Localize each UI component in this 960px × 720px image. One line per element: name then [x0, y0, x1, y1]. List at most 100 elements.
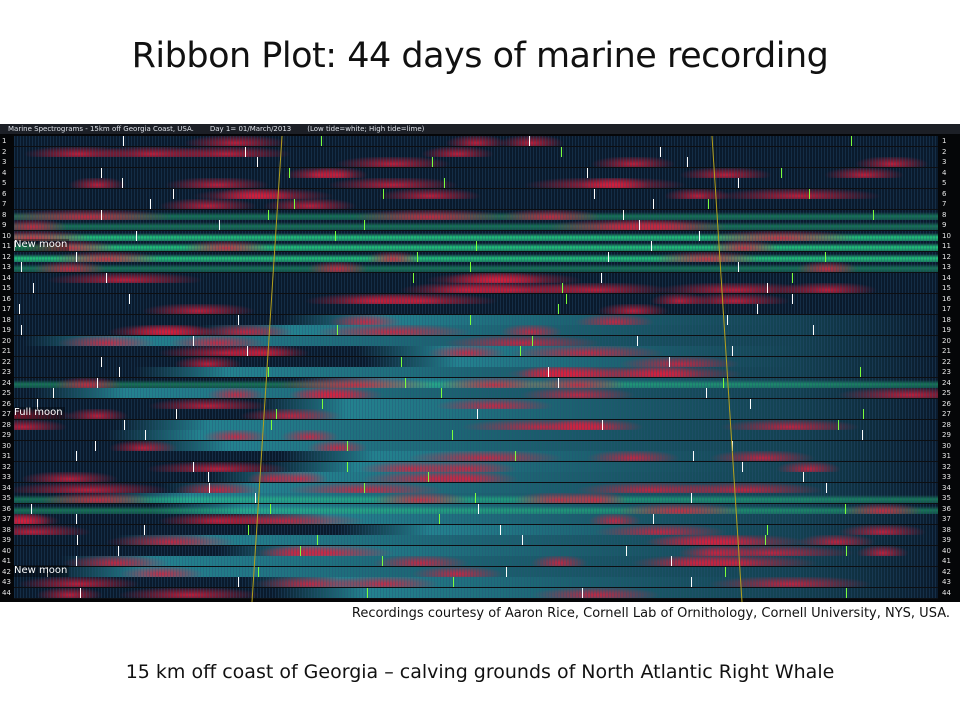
low-tide-tick [651, 241, 653, 251]
high-tide-tick [558, 304, 560, 314]
low-tide-tick [548, 367, 550, 377]
day-number-left: 13 [2, 263, 11, 271]
low-tide-tick [173, 188, 174, 199]
day-number-left: 20 [2, 336, 11, 345]
day-number-left: 10 [2, 231, 11, 240]
day-number-left: 7 [2, 200, 7, 208]
low-tide-tick [582, 587, 584, 598]
day-number-right: 15 [942, 284, 951, 292]
day-number-left: 25 [2, 389, 11, 397]
high-tide-tick [275, 409, 277, 419]
low-tide-tick [639, 220, 641, 230]
low-tide-tick [670, 556, 672, 566]
high-tide-tick [288, 167, 290, 178]
high-tide-tick [475, 241, 477, 251]
low-tide-tick [698, 230, 700, 241]
low-tide-tick [741, 461, 743, 472]
high-tide-tick [322, 398, 324, 409]
day-number-left: 32 [2, 462, 11, 471]
low-tide-tick [687, 157, 689, 167]
day-number-left: 42 [2, 567, 11, 576]
day-number-left: 2 [2, 147, 7, 156]
high-tide-tick [845, 587, 847, 598]
day-number-right: 31 [942, 452, 951, 460]
low-tide-tick [522, 535, 524, 545]
low-tide-tick [97, 377, 99, 388]
day-number-left: 28 [2, 420, 11, 429]
low-tide-tick [826, 482, 828, 493]
low-tide-tick [144, 524, 146, 535]
low-tide-tick [75, 556, 77, 566]
low-tide-tick [802, 472, 804, 482]
day-number-left: 36 [2, 504, 11, 513]
high-tide-tick [444, 178, 446, 188]
low-tide-tick [659, 146, 661, 157]
high-tide-tick [334, 230, 336, 241]
day-number-right: 19 [942, 326, 951, 334]
high-tide-tick [724, 566, 726, 577]
day-number-right: 24 [942, 378, 951, 387]
high-tide-tick [722, 377, 724, 388]
figure-header-text: (Low tide=white; High tide=lime) [307, 125, 425, 133]
day-number-right: 5 [942, 179, 947, 187]
day-number-right: 14 [942, 273, 951, 282]
high-tide-tick [427, 472, 429, 482]
low-tide-tick [500, 524, 502, 535]
day-number-right: 34 [942, 483, 951, 492]
high-tide-tick [475, 493, 477, 503]
day-number-left: 41 [2, 557, 11, 565]
low-tide-tick [738, 178, 740, 188]
high-tide-tick [366, 587, 368, 598]
high-tide-tick [791, 272, 793, 283]
high-tide-tick [845, 545, 847, 556]
low-tide-tick [756, 304, 758, 314]
day-number-right: 41 [942, 557, 951, 565]
high-tide-tick [708, 199, 710, 209]
high-tide-tick [347, 461, 349, 472]
low-tide-tick [691, 493, 693, 503]
day-number-right: 32 [942, 462, 951, 471]
high-tide-tick [844, 503, 846, 514]
high-tide-tick [531, 335, 533, 346]
day-number-right: 10 [942, 231, 951, 240]
day-number-left: 22 [2, 357, 11, 366]
low-tide-tick [601, 419, 603, 430]
low-tide-tick [608, 251, 610, 262]
moon-label: New moon [12, 239, 70, 251]
high-tide-tick [431, 157, 433, 167]
low-tide-tick [255, 493, 257, 503]
day-number-right: 38 [942, 525, 951, 534]
day-number-right: 7 [942, 200, 947, 208]
figure-header-text: Day 1= 01/March/2013 [209, 125, 292, 133]
low-tide-tick [32, 283, 34, 293]
low-tide-tick [79, 587, 81, 598]
low-tide-tick [207, 472, 209, 482]
high-tide-tick [268, 209, 270, 220]
high-tide-tick [859, 367, 861, 377]
high-tide-tick [412, 272, 414, 283]
low-tide-tick [812, 325, 814, 335]
high-tide-tick [247, 524, 249, 535]
day-number-left: 9 [2, 221, 7, 229]
low-tide-tick [594, 188, 596, 199]
figure-header-text: Marine Spectrograms - 15km off Georgia C… [8, 125, 194, 133]
low-tide-tick [100, 356, 102, 367]
day-number-left: 44 [2, 588, 11, 597]
moon-label: Full moon [12, 407, 65, 419]
day-number-right: 30 [942, 441, 951, 450]
high-tide-tick [469, 262, 471, 272]
high-tide-tick [469, 314, 471, 325]
low-tide-tick [601, 272, 603, 283]
day-number-left: 33 [2, 473, 11, 481]
low-tide-tick [792, 293, 794, 304]
high-tide-tick [438, 514, 440, 524]
day-number-left: 43 [2, 578, 11, 586]
low-tide-tick [622, 209, 624, 220]
high-tide-tick [837, 419, 839, 430]
low-tide-tick [193, 461, 195, 472]
low-tide-tick [106, 272, 108, 283]
high-tide-tick [269, 503, 271, 514]
day-number-right: 11 [942, 242, 951, 250]
low-tide-tick [20, 325, 22, 335]
low-tide-tick [193, 335, 195, 346]
